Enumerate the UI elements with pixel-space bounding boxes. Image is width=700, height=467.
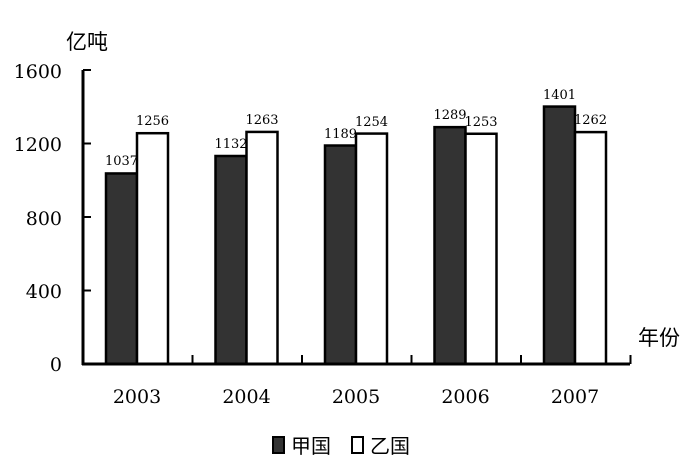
legend-label-jia: 甲国 — [291, 434, 331, 458]
legend-label-yi: 乙国 — [370, 434, 410, 458]
bar-jia-2004 — [214, 154, 248, 366]
bar-jia-2005 — [323, 144, 358, 366]
legend: 甲国 乙国 — [272, 430, 430, 459]
legend-swatch-white-icon — [351, 435, 364, 454]
x-tick-2003: 2003 — [112, 386, 162, 408]
value-label: 1256 — [135, 114, 170, 130]
value-label: 1262 — [573, 113, 608, 129]
value-label: 1401 — [542, 87, 577, 103]
y-tick-0: 0 — [49, 354, 62, 376]
y-tick-1600: 1600 — [13, 61, 62, 83]
value-label: 1037 — [104, 154, 139, 170]
value-label: 1263 — [245, 112, 279, 128]
y-tick-1200: 1200 — [13, 134, 62, 156]
value-label: 1253 — [464, 114, 498, 130]
bar-yi-2006 — [464, 132, 498, 366]
legend-item-yi: 乙国 — [351, 430, 410, 459]
x-tick-2004: 2004 — [222, 386, 271, 408]
value-label: 1189 — [323, 126, 358, 142]
legend-item-jia: 甲国 — [272, 430, 331, 459]
value-label: 1289 — [433, 108, 467, 124]
bar-jia-2007 — [542, 105, 577, 366]
bar-yi-2007 — [573, 130, 608, 366]
bar-yi-2005 — [354, 132, 389, 366]
y-tick-400: 400 — [25, 281, 62, 303]
bar-jia-2003 — [104, 172, 139, 366]
x-axis-unit-label: 年份 — [638, 326, 680, 350]
bar-jia-2006 — [433, 125, 467, 366]
bar-yi-2004 — [245, 130, 279, 366]
x-tick-2006: 2006 — [441, 386, 490, 408]
x-tick-2007: 2007 — [550, 386, 600, 408]
value-label: 1132 — [214, 136, 248, 152]
x-tick-2005: 2005 — [331, 386, 381, 408]
y-axis-unit-label: 亿吨 — [66, 30, 108, 54]
value-label: 1254 — [354, 114, 389, 130]
y-tick-800: 800 — [25, 208, 62, 230]
legend-swatch-dark-icon — [272, 435, 285, 454]
